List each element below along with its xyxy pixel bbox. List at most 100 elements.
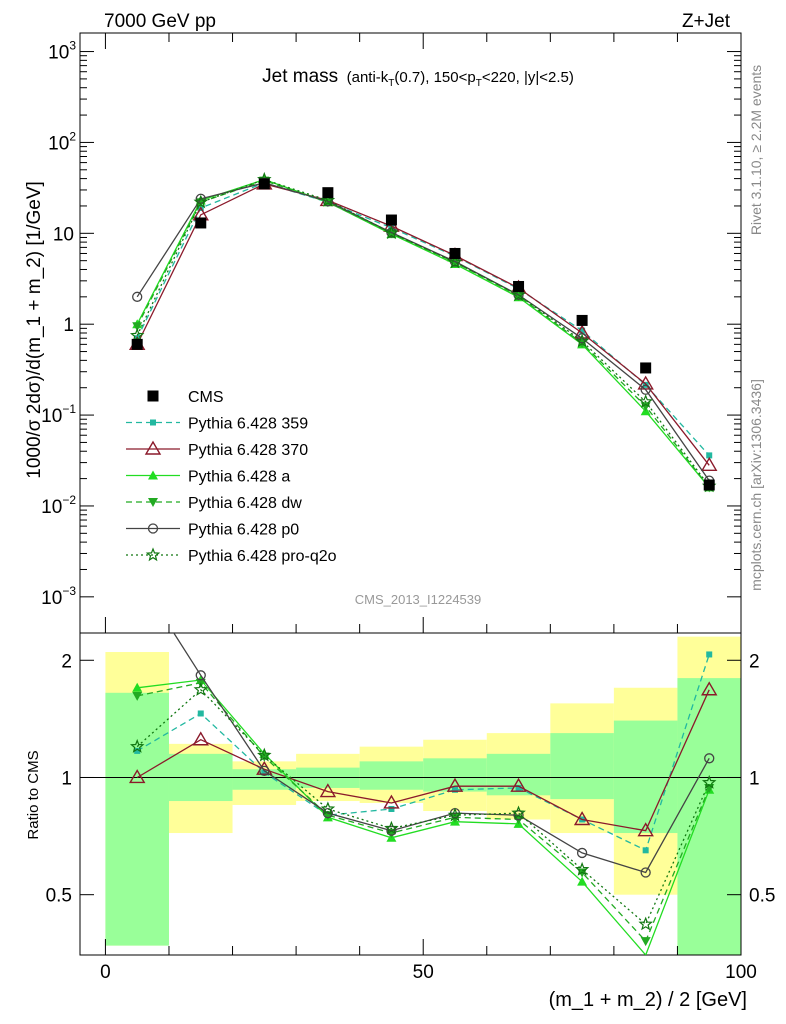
marker-open-circle — [386, 825, 397, 836]
marker-open-circle — [195, 670, 206, 681]
series-line-p0 — [136, 182, 710, 481]
marker-small-square — [579, 327, 586, 334]
ratio-frame — [79, 632, 742, 956]
marker-small-square — [134, 747, 141, 754]
marker-open-triangle — [319, 783, 337, 798]
marker-down-triangle — [132, 691, 143, 701]
marker-square — [576, 314, 588, 326]
xtick-label: 0 — [100, 962, 111, 983]
legend-item-p359: Pythia 6.428 359 — [126, 416, 308, 433]
ratio-ytick-label-right: 2 — [749, 651, 760, 672]
marker-square — [449, 247, 461, 259]
ratio-series-pq2o — [129, 682, 717, 931]
band-green — [613, 720, 678, 834]
ratio-ytick-label: 2 — [61, 651, 72, 672]
marker-small-square — [515, 784, 522, 791]
main-ytick-label: 103 — [48, 39, 76, 64]
marker-square — [640, 362, 652, 374]
ratio-series-p370 — [128, 681, 718, 837]
legend-label: Pythia 6.428 a — [188, 469, 290, 486]
title-main: Jet mass — [262, 66, 338, 87]
marker-triangle — [577, 876, 588, 886]
marker-open-circle — [132, 291, 143, 302]
marker-open-star — [129, 327, 145, 342]
marker-small-square — [197, 710, 204, 717]
ratio-ytick-label-right: 1 — [749, 768, 760, 789]
legend-label: Pythia 6.428 359 — [188, 416, 308, 433]
ratio-line-pa — [137, 679, 710, 955]
marker-triangle — [132, 682, 143, 692]
marker-open-circle — [322, 807, 334, 819]
marker-open-star — [574, 333, 590, 348]
marker-open-star — [384, 820, 399, 835]
marker-down-triangle — [148, 498, 158, 507]
marker-open-star — [701, 774, 717, 789]
title-sub: (anti-k — [347, 69, 389, 86]
marker-square — [131, 338, 143, 350]
ratio-line-p359 — [136, 654, 710, 852]
marker-open-circle — [147, 523, 159, 534]
title-sub-t2: T — [476, 78, 482, 89]
band-green — [677, 678, 741, 955]
ratio-ytick-label: 0.5 — [46, 886, 72, 907]
marker-down-triangle — [640, 937, 651, 947]
marker-open-triangle — [637, 822, 654, 837]
main-ytick-label: 1 — [63, 315, 74, 336]
band-green — [550, 733, 614, 800]
legend-item-pdw: Pythia 6.428 dw — [126, 495, 302, 512]
main-ytick-label: 10−3 — [41, 584, 76, 609]
ratio-ylabel: Ratio to CMS — [25, 750, 42, 839]
band-green — [359, 761, 424, 790]
marker-open-star — [638, 916, 653, 931]
ratio-ytick-label-right: 0.5 — [749, 886, 775, 907]
marker-open-star — [574, 861, 590, 876]
marker-open-star — [384, 225, 399, 240]
main-ytick-label: 10−2 — [41, 493, 76, 518]
legend-item-p0: Pythia 6.428 p0 — [126, 522, 299, 539]
ratio-series-group — [128, 633, 718, 955]
legend-label: CMS — [188, 389, 224, 406]
analysis-id: CMS_2013_I1224539 — [355, 592, 482, 607]
marker-small-square — [706, 452, 713, 459]
main-ylabel: 1000/σ 2dσ)/d(m_1 + m_2) [1/GeV] — [24, 181, 45, 479]
marker-square — [385, 214, 397, 226]
legend-label: Pythia 6.428 dw — [188, 495, 302, 512]
marker-open-star — [447, 254, 463, 269]
marker-open-triangle — [701, 456, 718, 472]
ratio-ytick-label: 1 — [61, 768, 72, 789]
main-ytick-label: 10 — [53, 224, 74, 245]
series-cms — [131, 178, 715, 491]
marker-open-star — [511, 805, 526, 820]
marker-open-circle — [259, 765, 270, 776]
legend-label: Pythia 6.428 p0 — [188, 522, 299, 539]
marker-down-triangle — [132, 322, 143, 332]
marker-small-square — [261, 769, 268, 776]
marker-open-star — [638, 394, 653, 408]
marker-open-triangle — [446, 777, 464, 792]
legend-label: Pythia 6.428 pro-q2o — [188, 548, 337, 565]
series-line-p370 — [136, 183, 710, 466]
marker-open-triangle — [192, 731, 209, 746]
marker-small-square — [150, 419, 156, 426]
marker-open-circle — [513, 810, 524, 821]
title-sub-t1: T — [388, 78, 394, 89]
marker-open-triangle — [144, 440, 162, 455]
marker-square — [258, 178, 270, 190]
marker-open-star — [320, 801, 336, 816]
xtick-label: 100 — [725, 962, 757, 983]
marker-open-triangle — [701, 681, 718, 696]
rivet-label: Rivet 3.1.10, ≥ 2.2M events — [748, 65, 764, 235]
main-frame — [79, 32, 742, 634]
ratio-line-pdw — [137, 682, 710, 943]
title-sub-end: <220, |y|<2.5) — [482, 69, 574, 86]
marker-open-star — [257, 747, 272, 762]
marker-small-square — [388, 805, 395, 812]
series-line-pa — [136, 178, 710, 488]
chart-title: Jet mass (anti-kT(0.7), 150<pT<220, |y|<… — [262, 66, 574, 89]
xlabel: (m_1 + m_2) / 2 [GeV] — [549, 989, 747, 1011]
series-p0 — [132, 177, 715, 486]
marker-square — [703, 479, 715, 491]
marker-open-circle — [576, 847, 588, 859]
energy-label: 7000 GeV pp — [104, 11, 216, 32]
legend-item-pq2o: Pythia 6.428 pro-q2o — [126, 547, 337, 565]
